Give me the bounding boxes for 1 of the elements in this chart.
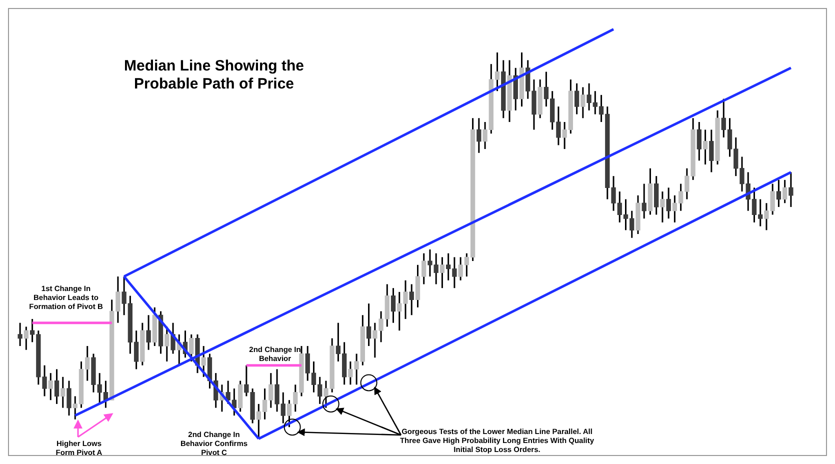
text: Median Line Showing the Probable Path of Price: [124, 58, 304, 93]
